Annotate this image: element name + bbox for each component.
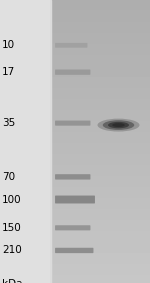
Ellipse shape	[108, 122, 129, 128]
Ellipse shape	[98, 119, 140, 132]
Bar	[0, 0, 51, 283]
Ellipse shape	[112, 123, 125, 127]
FancyBboxPatch shape	[55, 248, 93, 253]
FancyBboxPatch shape	[55, 196, 95, 203]
Text: 100: 100	[2, 194, 22, 205]
FancyBboxPatch shape	[55, 69, 90, 75]
FancyBboxPatch shape	[55, 43, 87, 48]
FancyBboxPatch shape	[55, 174, 90, 180]
Text: 150: 150	[2, 223, 22, 233]
Text: 17: 17	[2, 67, 15, 77]
Ellipse shape	[103, 120, 134, 130]
Text: 10: 10	[2, 40, 15, 50]
Text: kDa: kDa	[2, 279, 23, 283]
FancyBboxPatch shape	[55, 121, 90, 126]
Text: 70: 70	[2, 172, 15, 182]
FancyBboxPatch shape	[55, 225, 90, 230]
Text: 210: 210	[2, 245, 22, 256]
Text: 35: 35	[2, 118, 15, 128]
